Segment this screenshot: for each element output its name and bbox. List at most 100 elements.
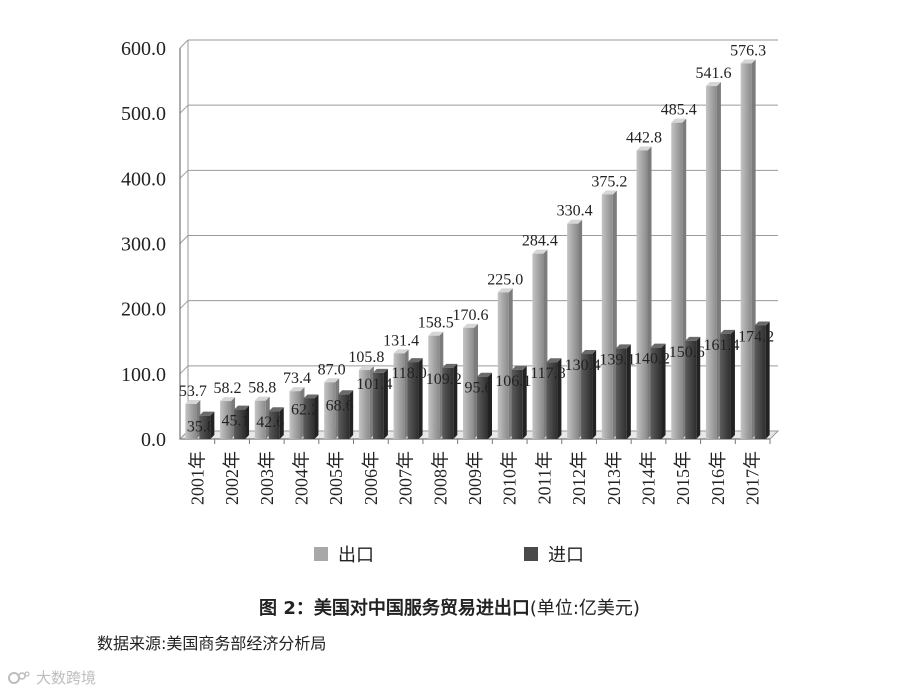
bar-export-top	[463, 323, 478, 328]
bar-import-front	[546, 362, 558, 439]
data-label-export: 58.8	[248, 380, 276, 397]
bar-import-top	[685, 336, 701, 341]
gridline-diagonal	[179, 104, 189, 114]
bar-import-top	[234, 405, 250, 410]
data-label-import: 68.6	[326, 397, 354, 414]
data-label-import: 42.6	[256, 414, 284, 431]
data-label-export: 105.8	[348, 349, 384, 366]
y-tick-label: 400.0	[121, 168, 166, 190]
y-tick-label: 300.0	[121, 234, 166, 256]
data-label-export: 170.6	[453, 307, 489, 324]
x-category-label: 2011年	[534, 451, 554, 504]
x-category-label: 2014年	[639, 451, 659, 505]
bar-export-front	[393, 353, 405, 439]
legend: 出口 进口	[0, 541, 899, 571]
bar-export-front	[289, 391, 301, 439]
bar-export	[671, 118, 687, 439]
data-label-export: 131.4	[383, 332, 419, 349]
bar-import-side	[418, 358, 423, 439]
bar-import-side	[383, 368, 388, 439]
legend-label-import: 进口	[548, 545, 584, 566]
bar-import	[407, 358, 423, 439]
bar-export-front	[567, 223, 579, 439]
bar-export-front	[671, 122, 683, 439]
bar-import-top	[372, 368, 388, 373]
bar-import-top	[338, 390, 354, 395]
bar-import-front	[511, 369, 523, 439]
bar-import-side	[314, 394, 319, 439]
data-label-import: 150.6	[669, 344, 705, 361]
bar-import-side	[661, 343, 666, 439]
bar-export-top	[740, 59, 756, 64]
bar-import-top	[650, 343, 666, 348]
x-category-label: 2017年	[743, 451, 763, 505]
bar-import-front	[719, 333, 731, 439]
bar-import-top	[546, 358, 562, 363]
bar-import-side	[730, 329, 735, 439]
data-label-import: 35.8	[187, 419, 215, 436]
y-tick-label: 500.0	[121, 103, 166, 125]
bar-export-front	[740, 63, 752, 440]
x-category-label: 2013年	[604, 451, 624, 505]
x-category-label: 2005年	[326, 451, 346, 505]
bar-export	[532, 249, 548, 439]
data-label-export: 442.8	[626, 129, 662, 146]
bar-export-top	[324, 378, 340, 383]
data-label-import: 139.1	[599, 351, 635, 368]
chart: 0.0 100.0 200.0 300.0 400.0 500.0 600.0 2001年 20…	[121, 38, 780, 505]
bar-export-front	[463, 327, 474, 439]
bar-layer	[185, 59, 770, 440]
data-label-export: 485.4	[661, 102, 697, 119]
bar-import-side	[210, 411, 215, 439]
bar-import-top	[477, 372, 492, 377]
bar-import-front	[407, 362, 419, 439]
bar-import-side	[696, 336, 701, 439]
bar-export-front	[185, 404, 197, 439]
bar-export	[601, 190, 617, 439]
caption-title: 图 2：美国对中国服务贸易进出口	[259, 598, 530, 619]
bar-import	[511, 365, 527, 439]
x-category-label: 2012年	[569, 451, 589, 505]
bar-export-front	[358, 370, 370, 439]
bar-import-side	[765, 321, 770, 439]
gridline-diagonal	[179, 365, 189, 375]
gridline-diagonal	[179, 39, 189, 49]
bar-import-front	[268, 411, 280, 439]
watermark: 大数跨境	[8, 667, 96, 688]
figure-caption: 图 2：美国对中国服务贸易进出口(单位:亿美元)	[0, 594, 899, 620]
data-label-import: 174.2	[738, 328, 774, 345]
x-category-label: 2016年	[708, 451, 728, 505]
bar-import	[477, 372, 492, 439]
bar-export-front	[532, 253, 544, 439]
data-label-import: 62.2	[291, 401, 319, 418]
data-label-import: 117.8	[530, 365, 565, 382]
bar-export-front	[324, 382, 336, 439]
data-label-export: 330.4	[557, 203, 593, 220]
bar-import-side	[488, 372, 492, 439]
bar-import-side	[279, 407, 284, 439]
bar-export-front	[705, 86, 717, 439]
bar-export-front	[497, 292, 509, 439]
bar-import-front	[581, 354, 593, 439]
bar-import-side	[453, 363, 458, 439]
data-label-import: 161.4	[703, 337, 739, 354]
bar-import-side	[349, 390, 354, 439]
bar-import-top	[303, 394, 319, 399]
bar-export-top	[358, 366, 374, 371]
bar-import	[372, 368, 388, 439]
bar-import-front	[234, 409, 246, 439]
x-category-label: 2008年	[430, 451, 450, 505]
bar-export-top	[567, 219, 583, 224]
bar-import	[303, 394, 319, 439]
bar-import-top	[754, 321, 770, 326]
bar-export-top	[671, 118, 687, 123]
bar-import	[546, 358, 562, 439]
bar-import	[581, 350, 597, 439]
watermark-logo-icon	[8, 670, 30, 686]
bar-export-top	[532, 249, 548, 254]
data-label-export: 225.0	[487, 271, 523, 288]
bar-import	[234, 405, 250, 439]
x-category-label: 2015年	[673, 451, 693, 505]
bar-export-top	[601, 190, 617, 195]
bar-export-front	[428, 335, 440, 439]
